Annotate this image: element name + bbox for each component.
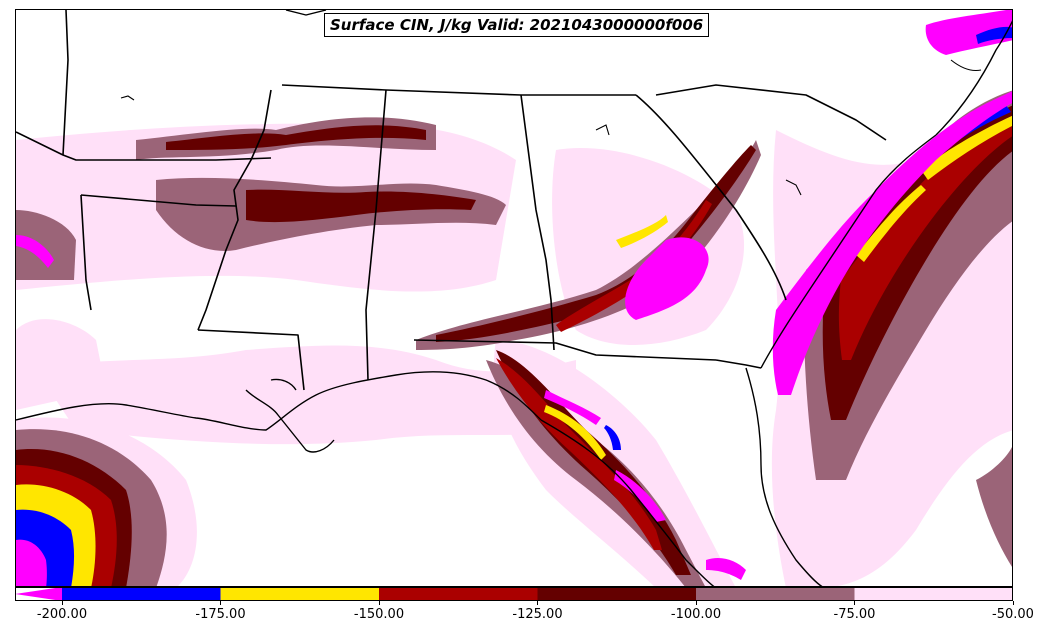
inland-water <box>120 59 982 196</box>
colorbar-tick-label: -50.00 <box>992 607 1034 622</box>
colorbar-bin-0 <box>62 587 221 601</box>
state-boundaries <box>16 10 887 391</box>
map-title: Surface CIN, J/kg Valid: 2021043000000f0… <box>324 13 710 37</box>
colorbar-tick-mark <box>378 601 380 605</box>
cin-shading <box>16 10 1012 586</box>
colorbar-bin-2 <box>379 587 538 601</box>
colorbar-tick-label: -150.00 <box>353 607 405 622</box>
map-panel <box>15 9 1013 587</box>
colorbar-bin-5 <box>854 587 1013 601</box>
colorbar-bin-4 <box>696 587 855 601</box>
colorbar-bin-1 <box>220 587 379 601</box>
colorbar <box>15 587 1013 601</box>
colorbar-bin-3 <box>537 587 696 601</box>
colorbar-tick-mark <box>854 601 855 605</box>
colorbar-tick-mark <box>1012 601 1014 605</box>
coastline <box>16 10 1012 586</box>
colorbar-tick-label: -75.00 <box>833 607 876 622</box>
colorbar-bins <box>62 587 1013 601</box>
colorbar-tick-mark <box>537 601 538 605</box>
colorbar-tick-label: -175.00 <box>195 607 246 622</box>
colorbar-tick-mark <box>220 601 221 605</box>
cin-map <box>16 10 1012 586</box>
colorbar-outline <box>15 587 1013 601</box>
colorbar-tick-mark <box>61 601 63 605</box>
colorbar-tick-mark <box>695 601 697 605</box>
colorbar-tick-label: -200.00 <box>36 607 88 622</box>
colorbar-under-arrow <box>15 587 62 601</box>
colorbar-tick-label: -100.00 <box>670 607 722 622</box>
colorbar-tick-label: -125.00 <box>512 607 563 622</box>
